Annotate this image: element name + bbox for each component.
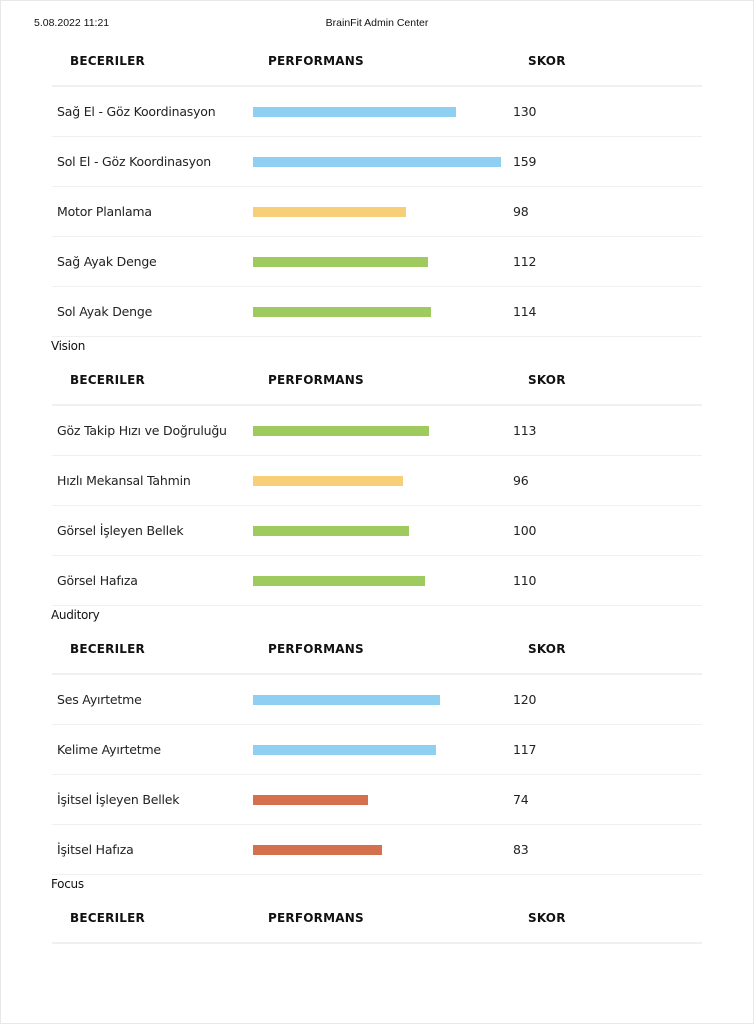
skill-section: Focus BECERILER PERFORMANS SKOR	[51, 875, 702, 944]
skill-name: Motor Planlama	[57, 204, 152, 219]
performance-bar	[253, 476, 403, 486]
table-row: Sağ Ayak Denge 112	[52, 237, 702, 287]
skill-name: Kelime Ayırtetme	[57, 742, 161, 757]
table-row: Sol Ayak Denge 114	[52, 287, 702, 337]
header-skills: BECERILER	[70, 642, 145, 656]
performance-bar	[253, 157, 501, 167]
skill-score: 113	[513, 423, 537, 438]
skill-score: 74	[513, 792, 529, 807]
header-performance: PERFORMANS	[268, 373, 364, 387]
table-row: Ses Ayırtetme 120	[52, 675, 702, 725]
skill-score: 100	[513, 523, 537, 538]
skill-name: Sağ El - Göz Koordinasyon	[57, 104, 216, 119]
header-score: SKOR	[528, 911, 566, 925]
table-row: Görsel İşleyen Bellek 100	[52, 506, 702, 556]
section-label: Focus	[51, 877, 84, 891]
table-row: Göz Takip Hızı ve Doğruluğu 113	[52, 406, 702, 456]
table-row: Motor Planlama 98	[52, 187, 702, 237]
performance-bar	[253, 795, 368, 805]
table-row: İşitsel Hafıza 83	[52, 825, 702, 875]
table-header: BECERILER PERFORMANS SKOR	[52, 40, 702, 87]
skill-score: 96	[513, 473, 529, 488]
table-row: İşitsel İşleyen Bellek 74	[52, 775, 702, 825]
section-label: Auditory	[51, 608, 100, 622]
performance-bar	[253, 107, 456, 117]
header-score: SKOR	[528, 642, 566, 656]
skill-score: 159	[513, 154, 537, 169]
skill-section: BECERILER PERFORMANS SKOR Sağ El - Göz K…	[52, 40, 702, 337]
skill-name: Görsel İşleyen Bellek	[57, 523, 184, 538]
performance-bar	[253, 576, 425, 586]
skill-score: 112	[513, 254, 537, 269]
skill-name: Ses Ayırtetme	[57, 692, 142, 707]
performance-bar	[253, 426, 429, 436]
performance-bar	[253, 845, 382, 855]
table-row: Hızlı Mekansal Tahmin 96	[52, 456, 702, 506]
table-header: BECERILER PERFORMANS SKOR	[52, 628, 702, 675]
table-row: Sağ El - Göz Koordinasyon 130	[52, 87, 702, 137]
skill-score: 110	[513, 573, 537, 588]
skill-name: İşitsel İşleyen Bellek	[57, 792, 180, 807]
section-label: Vision	[51, 339, 86, 353]
table-header: BECERILER PERFORMANS SKOR	[52, 897, 702, 944]
performance-bar	[253, 526, 409, 536]
skill-score: 117	[513, 742, 537, 757]
header-skills: BECERILER	[70, 911, 145, 925]
header-score: SKOR	[528, 54, 566, 68]
skill-score: 98	[513, 204, 529, 219]
table-row: Görsel Hafıza 110	[52, 556, 702, 606]
skill-section: Vision BECERILER PERFORMANS SKOR Göz Tak…	[51, 337, 702, 606]
skill-name: Hızlı Mekansal Tahmin	[57, 473, 191, 488]
table-row: Kelime Ayırtetme 117	[52, 725, 702, 775]
performance-bar	[253, 207, 406, 217]
table-header: BECERILER PERFORMANS SKOR	[52, 359, 702, 406]
header-performance: PERFORMANS	[268, 642, 364, 656]
header-performance: PERFORMANS	[268, 54, 364, 68]
page-title: BrainFit Admin Center	[325, 17, 429, 29]
performance-bar	[253, 745, 436, 755]
skill-score: 130	[513, 104, 537, 119]
skill-score: 83	[513, 842, 529, 857]
print-datetime: 5.08.2022 11:21	[34, 17, 110, 29]
performance-bar	[253, 695, 440, 705]
performance-bar	[253, 257, 428, 267]
performance-bar	[253, 307, 431, 317]
skill-score: 120	[513, 692, 537, 707]
skill-name: İşitsel Hafıza	[57, 842, 134, 857]
header-performance: PERFORMANS	[268, 911, 364, 925]
skill-name: Göz Takip Hızı ve Doğruluğu	[57, 423, 227, 438]
skill-name: Sol El - Göz Koordinasyon	[57, 154, 211, 169]
skill-name: Sağ Ayak Denge	[57, 254, 157, 269]
skill-section: Auditory BECERILER PERFORMANS SKOR Ses A…	[51, 606, 702, 875]
skill-name: Görsel Hafıza	[57, 573, 138, 588]
header-score: SKOR	[528, 373, 566, 387]
skills-report: BECERILER PERFORMANS SKOR Sağ El - Göz K…	[51, 40, 702, 944]
header-skills: BECERILER	[70, 54, 145, 68]
table-row: Sol El - Göz Koordinasyon 159	[52, 137, 702, 187]
skill-score: 114	[513, 304, 537, 319]
skill-name: Sol Ayak Denge	[57, 304, 153, 319]
header-skills: BECERILER	[70, 373, 145, 387]
